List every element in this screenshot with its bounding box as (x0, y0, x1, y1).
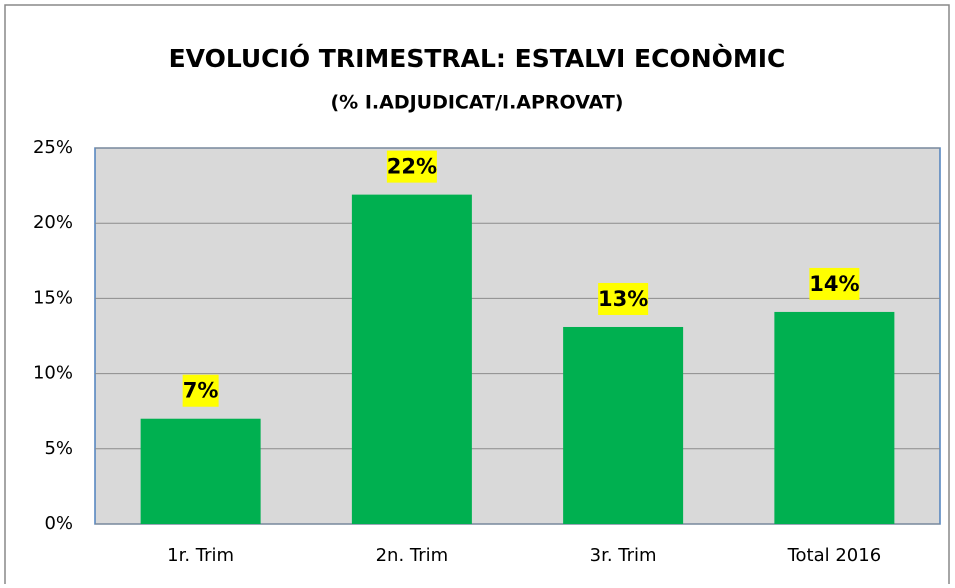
y-tick-label: 0% (44, 513, 73, 534)
value-label-bg (386, 150, 437, 183)
y-tick-label: 10% (33, 363, 73, 384)
x-tick-label: Total 2016 (787, 545, 882, 566)
y-tick-label: 15% (33, 287, 73, 308)
x-tick-label: 2n. Trim (376, 545, 449, 566)
bar (140, 418, 261, 524)
y-tick-label: 25% (33, 137, 73, 158)
bar (351, 194, 472, 524)
y-tick-label: 5% (44, 438, 73, 459)
value-label: 7% (183, 379, 219, 403)
bar (774, 311, 895, 524)
chart-title: EVOLUCIÓ TRIMESTRAL: ESTALVI ECONÒMIC (169, 43, 786, 73)
chart-subtitle: (% I.ADJUDICAT/I.APROVAT) (331, 92, 624, 114)
x-tick-label: 3r. Trim (590, 545, 657, 566)
value-label-bg (182, 374, 219, 407)
x-tick-label: 1r. Trim (167, 545, 234, 566)
y-tick-label: 20% (33, 212, 73, 233)
value-label-bg (598, 282, 649, 315)
value-label-bg (809, 267, 860, 300)
bar (563, 326, 684, 524)
value-label: 22% (387, 155, 437, 179)
value-label: 14% (809, 272, 859, 296)
value-label: 13% (598, 287, 648, 311)
